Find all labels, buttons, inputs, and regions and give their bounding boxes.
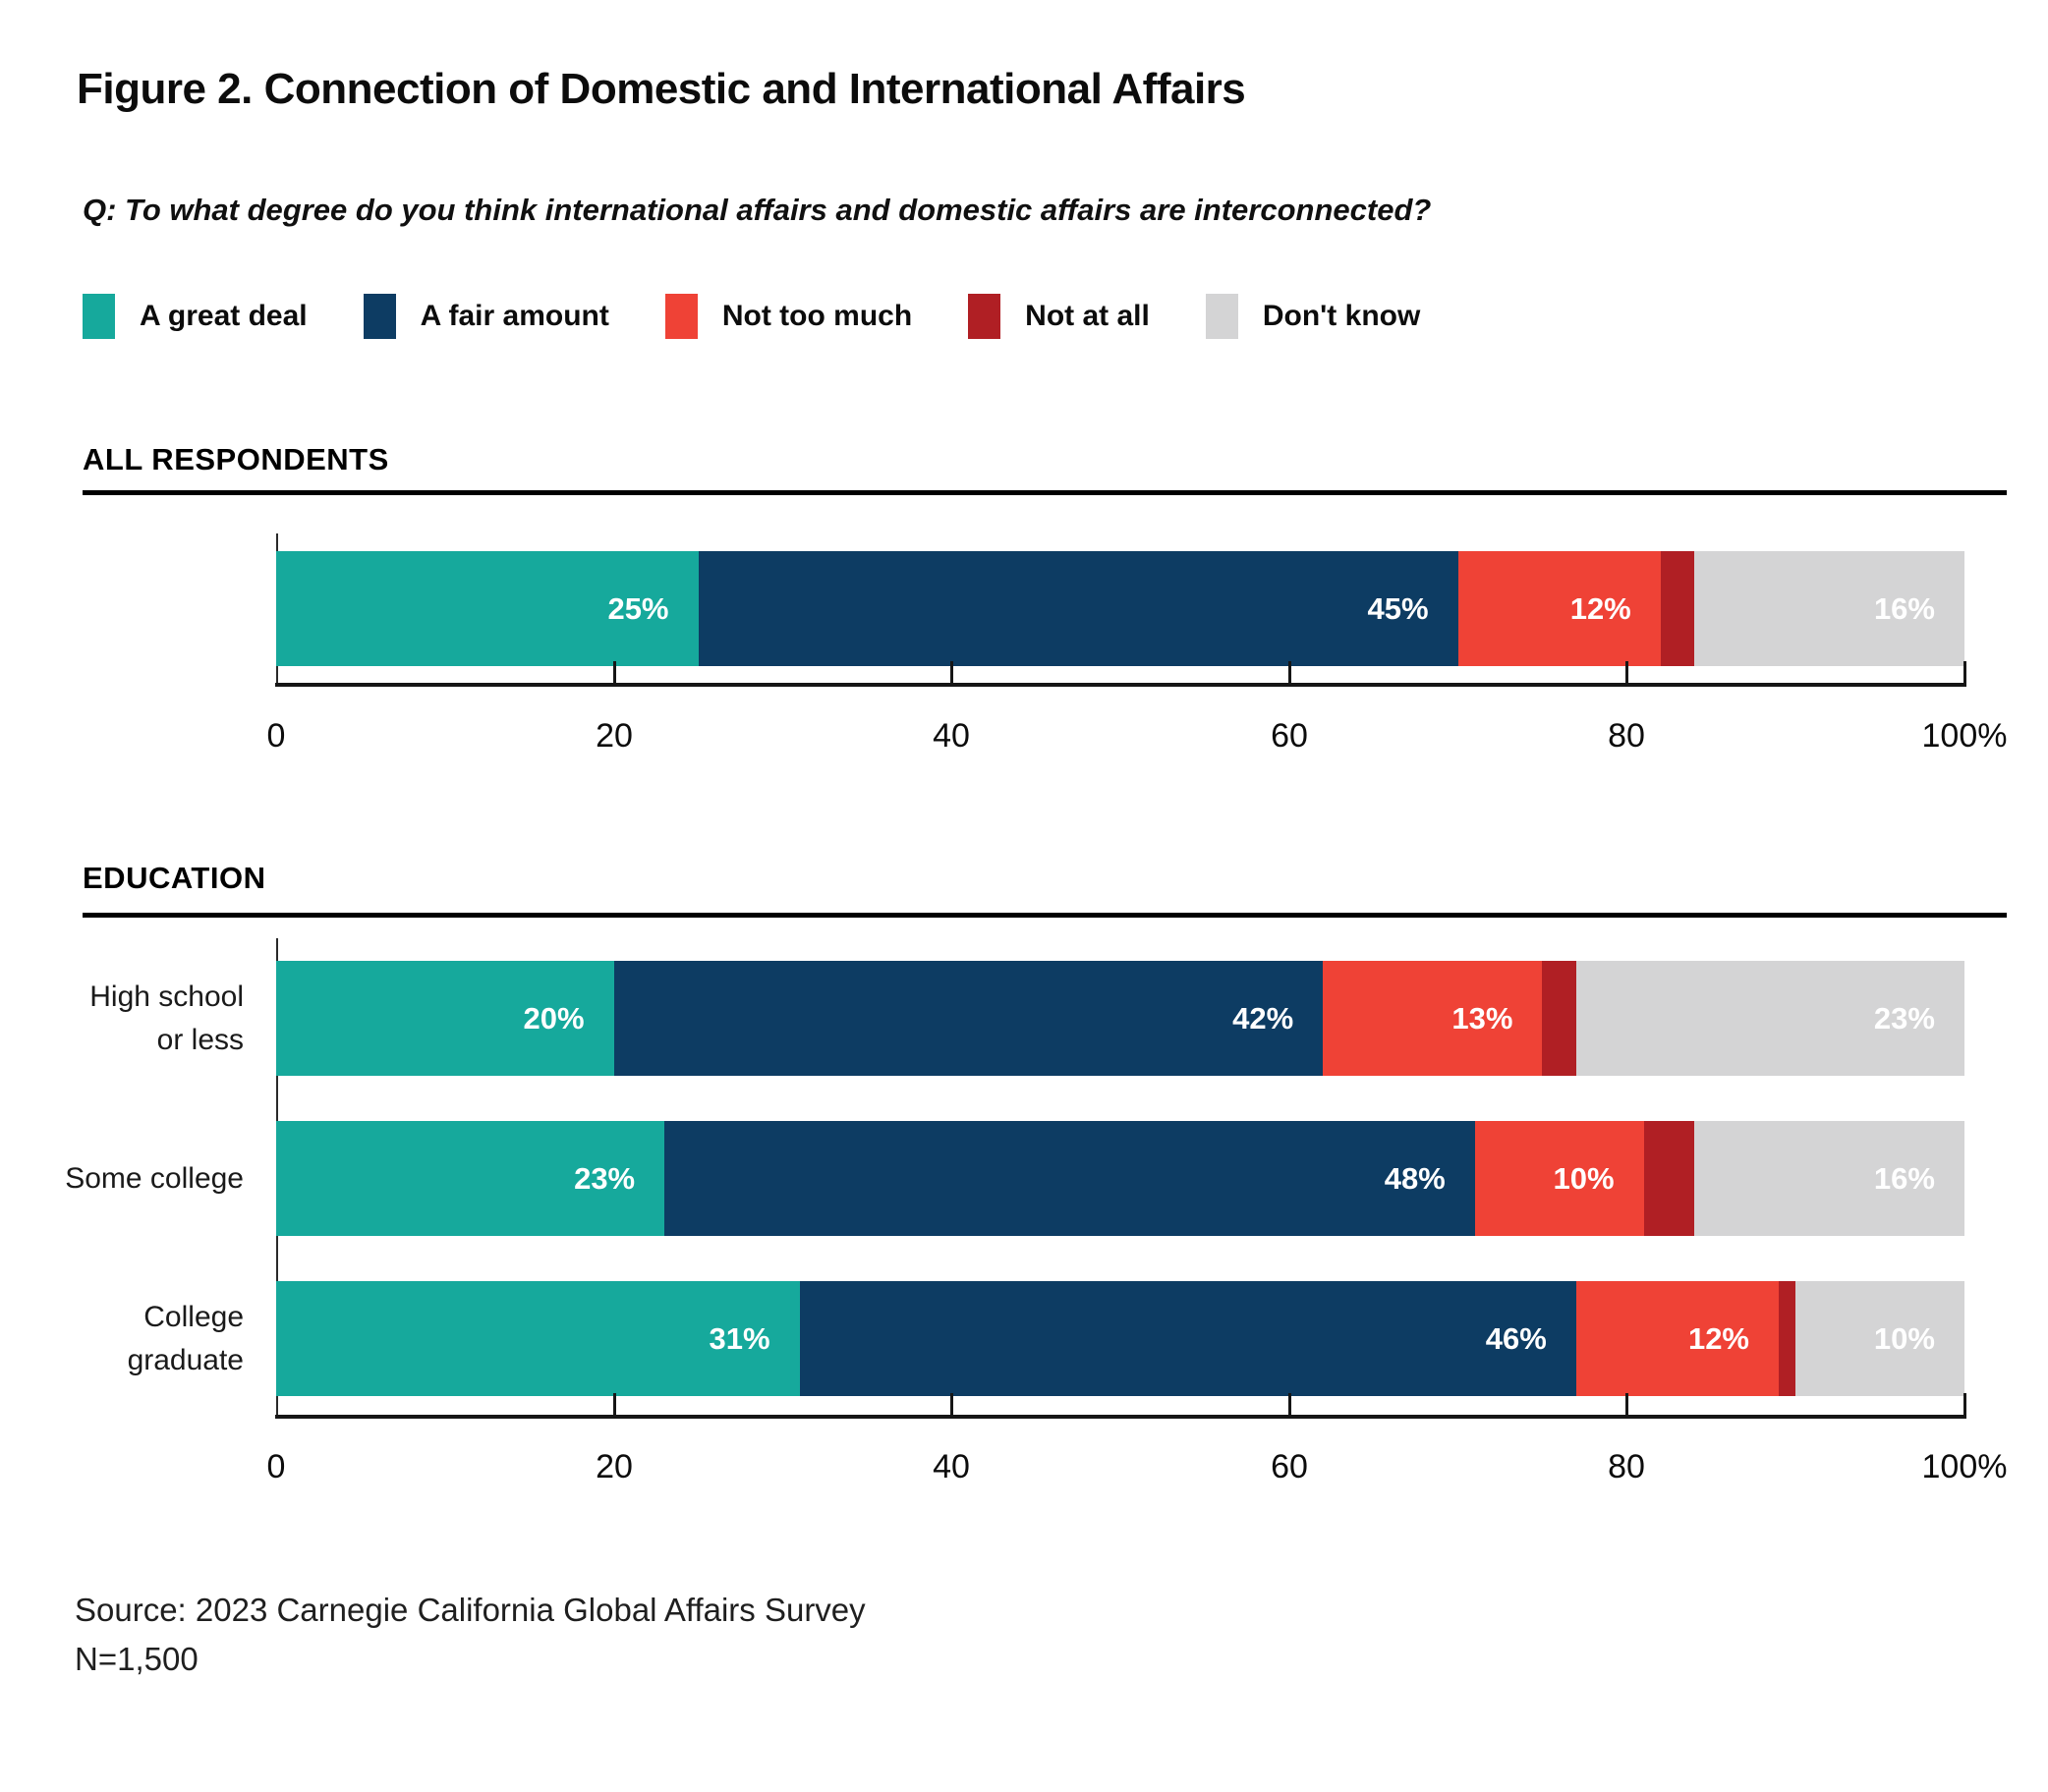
bar-value-label: 23% <box>1873 1000 1935 1036</box>
section-header-education: EDUCATION <box>83 861 266 895</box>
section-rule <box>83 490 2007 495</box>
bar-segment: 31% <box>276 1281 800 1396</box>
bar-value-label: 13% <box>1451 1000 1513 1036</box>
bar-value-label: 12% <box>1687 1320 1749 1356</box>
figure-title: Figure 2. Connection of Domestic and Int… <box>77 65 1246 113</box>
legend-label: Not too much <box>721 300 913 332</box>
bar-segment: 23% <box>1575 961 1964 1076</box>
bar-segment: 46% <box>799 1281 1576 1396</box>
source-note: Source: 2023 Carnegie California Global … <box>75 1586 866 1683</box>
x-axis-tick <box>1963 661 1966 685</box>
bar-segment: 12% <box>1575 1281 1779 1396</box>
x-axis-tick <box>950 661 953 685</box>
x-axis-tick-label: 40 <box>933 1448 970 1485</box>
bar-value-label: 12% <box>1569 590 1631 626</box>
bar-segment: 42% <box>613 961 1324 1076</box>
source-line: Source: 2023 Carnegie California Global … <box>75 1592 866 1628</box>
survey-question: Q: To what degree do you think internati… <box>83 193 1432 227</box>
legend-item: A great deal <box>83 294 308 339</box>
x-axis-tick-label: 0 <box>266 717 286 755</box>
bar-value-label: 10% <box>1873 1320 1935 1356</box>
stacked-bar: 23% 48% 10% 16% <box>276 1121 1964 1236</box>
bar-segment <box>1643 1121 1695 1236</box>
bar-segment: 23% <box>276 1121 665 1236</box>
legend-swatch-icon <box>968 294 1001 339</box>
stacked-bar: 20% 42% 13% 23% <box>276 961 1964 1076</box>
bar-value-label: 10% <box>1553 1160 1615 1196</box>
legend: A great deal A fair amount Not too much Not… <box>83 294 1420 339</box>
bar-segment: 13% <box>1323 961 1543 1076</box>
legend-item: Not too much <box>664 294 913 339</box>
category-label: Some college <box>65 1161 244 1195</box>
legend-label: Not at all <box>1025 300 1150 332</box>
x-axis-tick-label: 100% <box>1921 717 2008 755</box>
x-axis-tick <box>1625 1393 1628 1417</box>
section-rule <box>83 913 2007 918</box>
x-axis-tick <box>1288 661 1291 685</box>
legend-swatch-icon <box>83 294 115 339</box>
x-axis-tick-label: 100% <box>1921 1448 2008 1485</box>
legend-item: Not at all <box>968 294 1150 339</box>
x-axis-tick <box>1288 1393 1291 1417</box>
bar-value-label: 45% <box>1367 590 1429 626</box>
bar-value-label: 48% <box>1384 1160 1446 1196</box>
legend-swatch-icon <box>1205 294 1238 339</box>
x-axis-tick-label: 60 <box>1271 1448 1308 1485</box>
section-header-all-respondents: ALL RESPONDENTS <box>83 442 389 476</box>
x-axis-tick-label: 0 <box>266 1448 286 1485</box>
legend-item: Don't know <box>1205 294 1421 339</box>
bar-segment: 12% <box>1457 551 1661 666</box>
x-axis-tick-label: 20 <box>596 717 633 755</box>
bar-segment: 48% <box>664 1121 1475 1236</box>
legend-label: Don't know <box>1262 300 1421 332</box>
bar-segment: 16% <box>1694 1121 1964 1236</box>
x-axis-tick <box>1963 1393 1966 1417</box>
x-axis-line <box>275 683 1966 687</box>
bar-value-label: 16% <box>1873 1160 1935 1196</box>
bar-value-label: 42% <box>1232 1000 1294 1036</box>
bar-value-label: 20% <box>523 1000 585 1036</box>
bar-segment <box>1542 961 1576 1076</box>
sample-size: N=1,500 <box>75 1640 199 1677</box>
bar-segment: 25% <box>276 551 699 666</box>
bar-segment: 16% <box>1694 551 1964 666</box>
x-axis-tick <box>950 1393 953 1417</box>
bar-segment: 45% <box>698 551 1458 666</box>
x-axis-line <box>275 1415 1966 1419</box>
bar-segment: 20% <box>276 961 614 1076</box>
x-axis-tick <box>1625 661 1628 685</box>
bar-value-label: 31% <box>709 1320 770 1356</box>
x-axis-tick-label: 20 <box>596 1448 633 1485</box>
x-axis-tick <box>613 661 616 685</box>
bar-segment <box>1660 551 1695 666</box>
x-axis-tick-label: 80 <box>1608 1448 1645 1485</box>
bar-value-label: 23% <box>574 1160 636 1196</box>
legend-label: A great deal <box>140 300 308 332</box>
category-label: High school or less <box>89 980 244 1056</box>
legend-item: A fair amount <box>363 294 609 339</box>
bar-value-label: 16% <box>1873 590 1935 626</box>
legend-swatch-icon <box>664 294 698 339</box>
stacked-bar: 31% 46% 12% 10% <box>276 1281 1964 1396</box>
legend-label: A fair amount <box>420 300 609 332</box>
legend-swatch-icon <box>363 294 396 339</box>
stacked-bar: 25% 45% 12% 16% <box>276 551 1964 666</box>
x-axis-tick-label: 40 <box>933 717 970 755</box>
bar-value-label: 46% <box>1485 1320 1547 1356</box>
bar-value-label: 25% <box>607 590 669 626</box>
x-axis-tick <box>613 1393 616 1417</box>
bar-segment: 10% <box>1795 1281 1964 1396</box>
x-axis-tick-label: 60 <box>1271 717 1308 755</box>
bar-segment <box>1779 1281 1796 1396</box>
x-axis-tick-label: 80 <box>1608 717 1645 755</box>
bar-segment: 10% <box>1474 1121 1644 1236</box>
category-label: College graduate <box>127 1301 244 1376</box>
